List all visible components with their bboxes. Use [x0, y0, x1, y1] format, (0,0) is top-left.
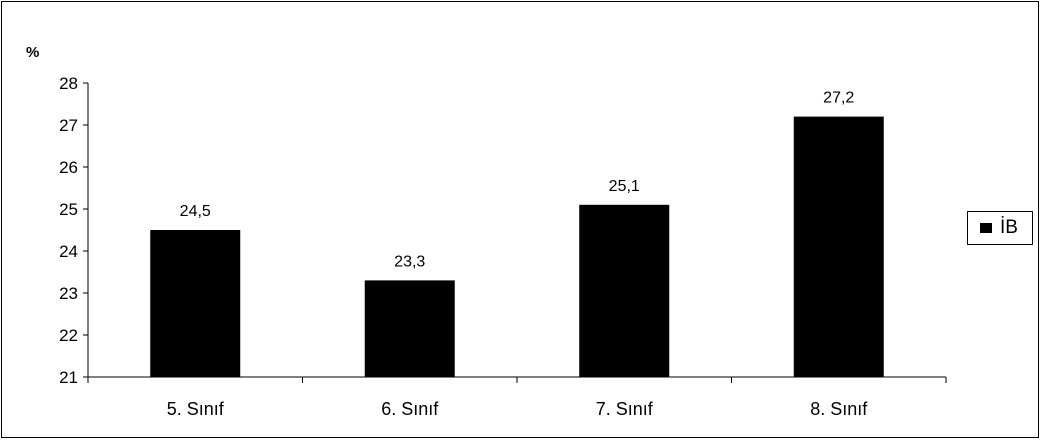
x-category-label: 7. Sınıf: [596, 399, 654, 419]
data-label: 25,1: [609, 178, 640, 195]
y-tick-label: 21: [59, 368, 78, 387]
bar: [364, 280, 455, 377]
y-tick-label: 27: [59, 116, 78, 135]
bars: 24,5 23,3 25,1 27,2: [150, 90, 884, 377]
y-tick-label: 26: [59, 158, 78, 177]
y-axis: 21 22 23 24 25 26 27 28: [59, 74, 89, 387]
y-tick-label: 22: [59, 326, 78, 345]
x-axis: 5. Sınıf 6. Sınıf 7. Sınıf 8. Sınıf: [87, 376, 947, 419]
bar: [793, 116, 884, 377]
legend-swatch: [980, 223, 992, 233]
bar: [150, 230, 241, 377]
y-tick-label: 25: [59, 200, 78, 219]
y-tick-label: 24: [59, 242, 78, 261]
data-label: 27,2: [823, 90, 854, 107]
data-label: 24,5: [180, 203, 211, 220]
x-category-label: 5. Sınıf: [167, 399, 225, 419]
x-category-label: 8. Sınıf: [810, 399, 868, 419]
bar: [579, 204, 670, 377]
y-tick-label: 28: [59, 74, 78, 93]
data-label: 23,3: [394, 253, 425, 270]
y-unit-label: %: [26, 44, 39, 61]
y-tick-label: 23: [59, 284, 78, 303]
legend-label: İB: [1000, 217, 1018, 238]
x-category-label: 6. Sınıf: [381, 399, 439, 419]
legend: İB: [967, 211, 1033, 245]
